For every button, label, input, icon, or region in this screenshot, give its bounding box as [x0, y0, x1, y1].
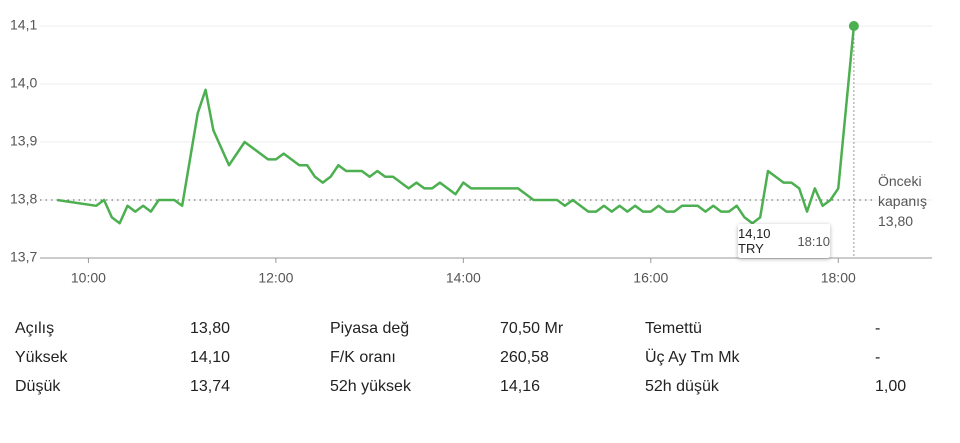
stat-label: Yüksek	[15, 349, 68, 366]
y-tick-label: 13,8	[10, 191, 37, 207]
stat-label: F/K oranı	[330, 349, 396, 366]
tooltip-value: 14,10 TRY	[738, 226, 771, 256]
previous-close-title: Önceki kapanış	[878, 173, 928, 209]
stat-label: 52h yüksek	[330, 378, 411, 395]
x-tick-label: 12:00	[258, 270, 293, 286]
stat-value: 14,10	[190, 349, 231, 366]
stat-value: -	[875, 320, 881, 337]
x-tick-label: 18:00	[821, 270, 856, 286]
y-tick-label: 14,0	[10, 75, 37, 91]
price-line	[57, 25, 856, 225]
stat-label: Açılış	[15, 320, 55, 337]
stat-label: 52h düşük	[645, 378, 719, 395]
y-tick-label: 13,7	[10, 249, 37, 265]
previous-close-note: Önceki kapanış 13,80	[878, 171, 938, 231]
tooltip: 14,10 TRY 18:10	[738, 224, 830, 258]
stat-value: 260,58	[500, 349, 549, 366]
x-tick-label: 16:00	[633, 270, 668, 286]
stat-value: 1,00	[875, 378, 907, 395]
x-tick-label: 14:00	[446, 270, 481, 286]
chart: 13,7 13,8 13,9 14,0 14,1 10:00 12:00 14:00 16:00…	[10, 17, 932, 286]
tooltip-time: 18:10	[797, 233, 830, 249]
previous-close-value: 13,80	[878, 213, 914, 229]
stat-label: Düşük	[15, 378, 61, 395]
stat-label: Temettü	[645, 320, 702, 337]
x-tick-label: 10:00	[71, 270, 106, 286]
y-tick-label: 13,9	[10, 133, 37, 149]
stat-value: 13,80	[190, 320, 231, 337]
stat-label: Piyasa değ	[330, 320, 410, 337]
stat-value: 13,74	[190, 378, 231, 395]
stat-value: -	[875, 349, 881, 366]
y-tick-label: 14,1	[10, 17, 37, 33]
stat-value: 14,16	[500, 378, 541, 395]
last-point	[848, 21, 859, 31]
stat-value: 70,50 Mr	[500, 320, 564, 337]
stat-label: Üç Ay Tm Mk	[645, 349, 740, 366]
